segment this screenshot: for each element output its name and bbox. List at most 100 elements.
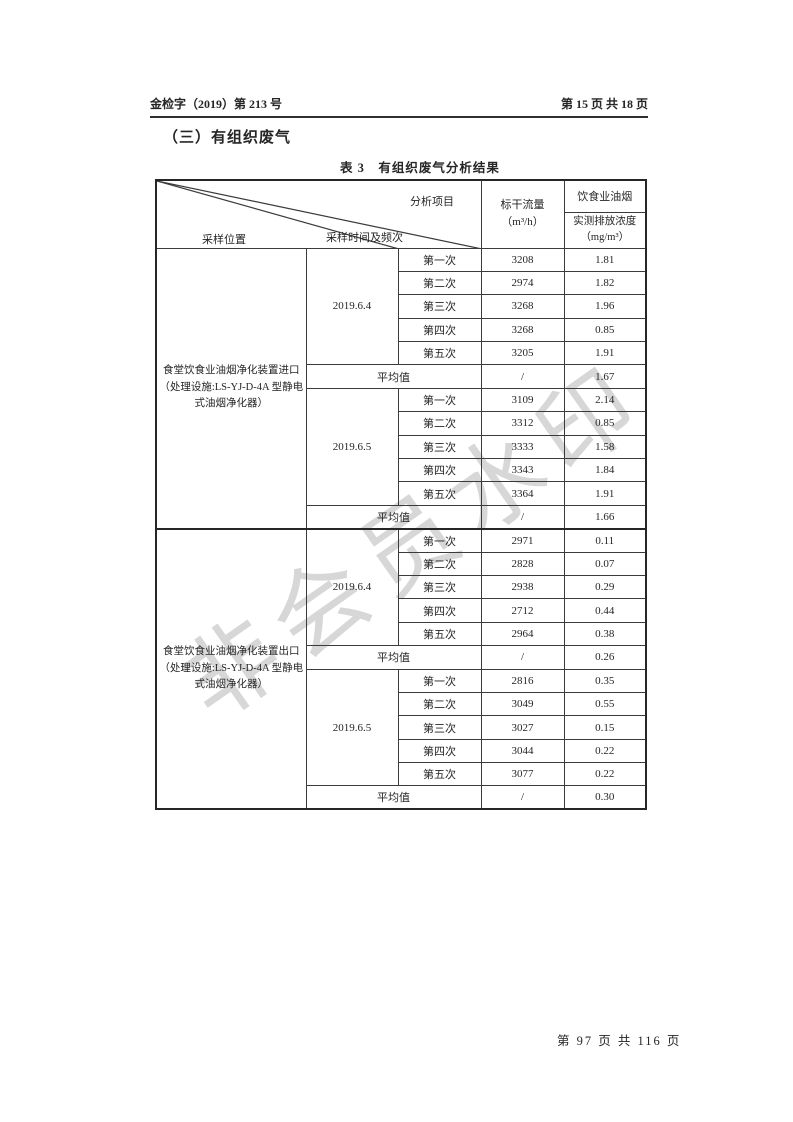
average-label-cell: 平均值 (305, 364, 482, 389)
flow-cell: / (480, 504, 565, 530)
average-row: 平均值 / 0.30 (156, 785, 647, 810)
seq-cell: 第四次 (397, 738, 482, 764)
conc-cell: 0.29 (563, 574, 647, 600)
table-row: 2019.6.5 第一次 2816 0.35 (156, 668, 647, 787)
date-cell: 2019.6.5 (305, 668, 399, 787)
flow-cell: 3049 (480, 691, 565, 717)
header-page-indicator: 第 15 页 共 18 页 (560, 97, 648, 111)
table-row: 第二次 2974 1.82 (156, 270, 647, 296)
conc-cell: 0.30 (563, 785, 647, 810)
conc-cell: 0.85 (563, 317, 647, 343)
table-caption: 表 3 有组织废气分析结果 (340, 161, 500, 175)
corner-label-analysis-item: 分析项目 (410, 196, 454, 208)
conc-cell: 0.22 (563, 762, 647, 787)
flow-cell: 3333 (480, 434, 565, 460)
seq-cell: 第三次 (397, 434, 482, 460)
seq-cell: 第三次 (397, 294, 482, 319)
flow-cell: 2971 (480, 527, 565, 553)
section-heading: （三）有组织废气 (163, 130, 292, 146)
table-row: 第五次 2964 0.38 (156, 621, 647, 647)
seq-cell: 第五次 (397, 481, 482, 506)
seq-cell: 第五次 (397, 762, 482, 787)
flow-header-name: 标干流量 (500, 199, 545, 212)
flow-cell: 2974 (480, 270, 565, 296)
table-subheader-row: 实测排放浓度 （mg/m³） (156, 211, 647, 249)
conc-cell: 0.26 (563, 645, 647, 670)
flow-cell: 3208 (480, 247, 565, 272)
seq-cell: 第二次 (397, 411, 482, 436)
seq-cell: 第二次 (397, 270, 482, 296)
conc-cell: 0.55 (563, 691, 647, 717)
concentration-column-header: 实测排放浓度 （mg/m³） (563, 211, 647, 249)
flow-cell: 3044 (480, 738, 565, 764)
corner-label-sampling-time: 采样时间及频次 (326, 232, 403, 244)
seq-cell: 第四次 (397, 317, 482, 343)
seq-cell: 第三次 (397, 574, 482, 600)
average-row: 平均值 / 1.66 (156, 504, 647, 530)
conc-cell: 1.66 (563, 504, 647, 530)
footer-page-indicator: 第 97 页 共 116 页 (557, 1034, 682, 1048)
conc-cell: 0.07 (563, 551, 647, 576)
table-row: 第三次 3333 1.58 (156, 434, 647, 460)
conc-cell: 0.22 (563, 738, 647, 764)
flow-cell: / (480, 364, 565, 389)
table-row: 第五次 3364 1.91 (156, 481, 647, 506)
conc-cell: 0.11 (563, 527, 647, 553)
flow-header-unit: （m³/h） (501, 216, 544, 229)
flow-cell: 3027 (480, 715, 565, 740)
seq-cell: 第四次 (397, 598, 482, 623)
flow-cell: 3268 (480, 317, 565, 343)
flow-cell: 3364 (480, 481, 565, 506)
seq-cell: 第二次 (397, 551, 482, 576)
table-row: 食堂饮食业油烟净化装置进口 （处理设施:LS-YJ-D-4A 型静电 式油烟净化… (155, 247, 647, 530)
flow-cell: 2964 (480, 621, 565, 647)
seq-cell: 第五次 (397, 341, 482, 366)
flow-column-header: 标干流量 （m³/h） (480, 179, 565, 249)
flow-cell: 3312 (480, 411, 565, 436)
table-row: 2019.6.5 第一次 3109 2.14 (156, 387, 647, 506)
conc-cell: 1.67 (563, 364, 647, 389)
table-row: 第四次 3343 1.84 (156, 458, 647, 483)
diagonal-header-cell: 分析项目 采样时间及频次 采样位置 (155, 179, 482, 249)
flow-cell: 3205 (480, 341, 565, 366)
flow-cell: 2712 (480, 598, 565, 623)
date-cell: 2019.6.5 (305, 387, 399, 506)
seq-cell: 第三次 (397, 715, 482, 740)
concentration-header-unit: （mg/m³） (580, 232, 630, 243)
flow-cell: 3268 (480, 294, 565, 319)
diagonal-lines (157, 181, 482, 249)
seq-cell: 第一次 (397, 527, 482, 553)
page-header: 金检字（2019）第 213 号 第 15 页 共 18 页 (150, 95, 648, 118)
seq-cell: 第一次 (397, 668, 482, 693)
flow-cell: 2828 (480, 551, 565, 576)
table-row: 第四次 3044 0.22 (156, 738, 647, 764)
pollutant-group-header: 饮食业油烟 (563, 179, 647, 213)
date-cell: 2019.6.4 (305, 527, 399, 647)
conc-cell: 1.84 (563, 458, 647, 483)
seq-cell: 第五次 (397, 621, 482, 647)
sampling-location-outlet: 食堂饮食业油烟净化装置出口 （处理设施:LS-YJ-D-4A 型静电 式油烟净化… (155, 527, 307, 810)
average-row: 平均值 / 0.26 (156, 645, 647, 670)
conc-cell: 2.14 (563, 387, 647, 413)
table-row: 第三次 3268 1.96 (156, 294, 647, 319)
table-row: 第四次 3268 0.85 (156, 317, 647, 343)
conc-cell: 1.96 (563, 294, 647, 319)
flow-cell: / (480, 645, 565, 670)
date-cell: 2019.6.4 (305, 247, 399, 366)
table-header-row: 分析项目 采样时间及频次 采样位置 标干流量 （m³/h） 饮食业油烟 (155, 179, 647, 249)
average-label-cell: 平均值 (305, 504, 482, 530)
conc-cell: 1.82 (563, 270, 647, 296)
conc-cell: 0.38 (563, 621, 647, 647)
table-row: 第二次 2828 0.07 (156, 551, 647, 576)
average-label-cell: 平均值 (305, 785, 482, 810)
conc-cell: 1.58 (563, 434, 647, 460)
conc-cell: 1.81 (563, 247, 647, 272)
conc-cell: 1.91 (563, 341, 647, 366)
conc-cell: 0.85 (563, 411, 647, 436)
table-row: 第二次 3312 0.85 (156, 411, 647, 436)
corner-label-sampling-location: 采样位置 (202, 234, 246, 246)
seq-cell: 第一次 (397, 387, 482, 413)
flow-cell: 3343 (480, 458, 565, 483)
flow-cell: 3077 (480, 762, 565, 787)
